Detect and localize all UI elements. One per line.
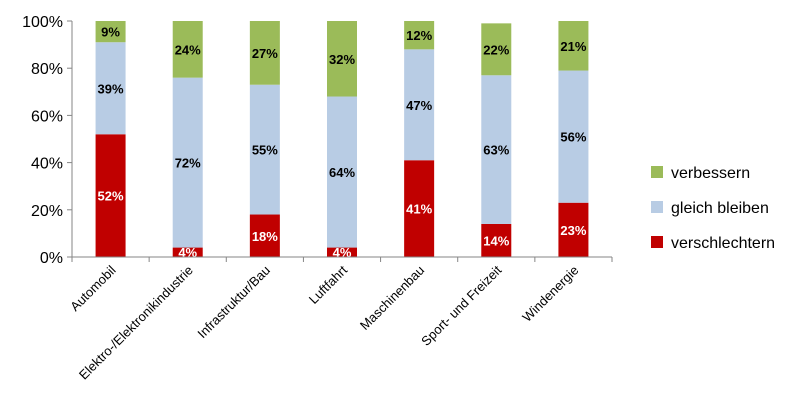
data-label: 27%: [252, 46, 278, 61]
data-label: 39%: [98, 81, 124, 96]
bar-segment-gleich-bleiben: [172, 77, 203, 248]
legend-label-verbessern: verbessern: [671, 165, 750, 182]
bar-segment-gleich-bleiben: [481, 75, 512, 224]
y-axis: 0% 20% 40% 60% 80% 100%: [22, 14, 73, 267]
x-category-label: Automobil: [67, 262, 119, 314]
bars-group: 52% 39% 9% 4% 72% 24% 18% 55% 27% 4% 64% 32% 41% 47% 1…: [95, 21, 589, 260]
data-label: 24%: [175, 42, 201, 57]
y-tick-label: 40%: [31, 156, 63, 173]
bar-segment-gleich-bleiben: [249, 84, 280, 215]
data-label: 4%: [333, 245, 352, 260]
bar-segment-verbessern: [172, 21, 203, 78]
y-tick-label: 60%: [31, 108, 63, 125]
bar-segment-verbessern: [249, 21, 280, 85]
legend-label-verschlechtern: verschlechtern: [671, 235, 775, 252]
x-category-label: Luftfahrt: [306, 262, 351, 307]
x-axis: AutomobilElektro-/ElektronikindustrieInf…: [67, 256, 613, 382]
legend-swatch-verbessern: [651, 166, 663, 178]
data-label: 12%: [406, 28, 432, 43]
legend-swatch-gleich-bleiben: [651, 201, 663, 213]
bar-segment-verschlechtern: [249, 214, 280, 257]
data-label: 22%: [483, 42, 509, 57]
data-label: 64%: [329, 165, 355, 180]
legend-label-gleich-bleiben: gleich bleiben: [671, 200, 769, 217]
data-label: 47%: [406, 98, 432, 113]
bar-segment-verschlechtern: [172, 247, 203, 257]
data-label: 21%: [560, 39, 586, 54]
data-label: 23%: [560, 223, 586, 238]
bar-segment-verschlechtern: [481, 223, 512, 257]
bar-segment-verbessern: [481, 23, 512, 76]
bar-segment-gleich-bleiben: [558, 70, 589, 203]
bar-segment-verschlechtern: [558, 202, 589, 257]
legend-swatch-verschlechtern: [651, 236, 663, 248]
data-label: 72%: [175, 156, 201, 171]
data-label: 32%: [329, 52, 355, 67]
data-label: 14%: [483, 233, 509, 248]
bar-segment-verbessern: [404, 21, 435, 50]
y-tick-label: 80%: [31, 61, 63, 78]
data-label: 9%: [101, 25, 120, 40]
x-category-label: Sport- und Freizeit: [418, 262, 504, 348]
data-label: 41%: [406, 202, 432, 217]
y-tick-label: 20%: [31, 203, 63, 220]
x-category-label: Maschinenbau: [357, 263, 427, 333]
x-category-label: Windenergie: [519, 263, 581, 325]
bar-segment-verbessern: [95, 21, 126, 43]
data-label: 52%: [98, 189, 124, 204]
bar-segment-verbessern: [327, 21, 357, 97]
bar-segment-gleich-bleiben: [95, 42, 126, 135]
data-label: 55%: [252, 143, 278, 158]
bar-segment-gleich-bleiben: [327, 96, 357, 248]
bar-segment-verschlechtern: [95, 134, 126, 257]
bar-segment-verbessern: [558, 21, 589, 71]
legend: verbessern gleich bleiben verschlechtern: [651, 165, 775, 252]
bar-segment-gleich-bleiben: [404, 49, 435, 161]
data-label: 18%: [252, 229, 278, 244]
y-tick-label: 100%: [22, 14, 63, 31]
x-category-label: Infrastruktur/Bau: [194, 263, 273, 342]
bar-segment-verschlechtern: [327, 247, 357, 257]
data-label: 56%: [560, 130, 586, 145]
data-label: 4%: [178, 245, 197, 260]
data-label: 63%: [483, 143, 509, 158]
bar-segment-verschlechtern: [404, 160, 435, 257]
y-tick-label: 0%: [40, 250, 63, 267]
